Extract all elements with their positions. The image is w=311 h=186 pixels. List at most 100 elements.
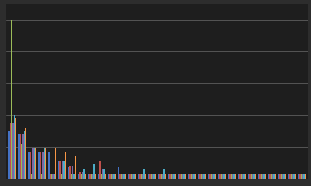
Bar	[258, 174, 259, 179]
Bar	[162, 174, 163, 179]
Bar	[251, 174, 252, 179]
Bar	[211, 174, 212, 179]
Bar	[169, 174, 171, 179]
Bar	[171, 174, 172, 179]
Bar	[122, 174, 123, 179]
Bar	[192, 174, 193, 179]
Bar	[38, 152, 39, 179]
Bar	[78, 174, 80, 179]
Bar	[18, 134, 20, 179]
Bar	[75, 156, 76, 179]
Bar	[22, 134, 24, 179]
Bar	[15, 118, 16, 179]
Bar	[14, 115, 15, 179]
Bar	[129, 174, 131, 179]
Bar	[300, 174, 302, 179]
Bar	[21, 144, 22, 179]
Bar	[293, 174, 295, 179]
Bar	[101, 174, 102, 179]
Bar	[271, 174, 272, 179]
Bar	[143, 169, 145, 179]
Bar	[185, 174, 186, 179]
Bar	[48, 152, 49, 179]
Bar	[73, 174, 75, 179]
Bar	[231, 174, 232, 179]
Bar	[39, 152, 41, 179]
Bar	[115, 174, 116, 179]
Bar	[234, 174, 236, 179]
Bar	[35, 148, 36, 179]
Bar	[152, 174, 153, 179]
Bar	[31, 174, 32, 179]
Bar	[105, 174, 106, 179]
Bar	[304, 174, 306, 179]
Bar	[68, 167, 69, 179]
Bar	[62, 161, 63, 179]
Bar	[222, 174, 223, 179]
Bar	[208, 174, 209, 179]
Bar	[71, 174, 72, 179]
Bar	[123, 174, 125, 179]
Bar	[292, 174, 293, 179]
Bar	[83, 169, 85, 179]
Bar	[121, 174, 122, 179]
Bar	[51, 174, 52, 179]
Bar	[80, 172, 81, 179]
Bar	[91, 174, 92, 179]
Bar	[111, 174, 112, 179]
Bar	[158, 174, 159, 179]
Bar	[209, 174, 211, 179]
Bar	[220, 174, 222, 179]
Bar	[265, 174, 266, 179]
Bar	[290, 174, 292, 179]
Bar	[252, 174, 253, 179]
Bar	[20, 134, 21, 179]
Bar	[269, 174, 271, 179]
Bar	[215, 174, 216, 179]
Bar	[213, 174, 215, 179]
Bar	[253, 174, 255, 179]
Bar	[212, 174, 213, 179]
Bar	[141, 174, 142, 179]
Bar	[288, 174, 289, 179]
Bar	[161, 174, 162, 179]
Bar	[128, 174, 129, 179]
Bar	[233, 174, 234, 179]
Bar	[225, 174, 226, 179]
Bar	[165, 174, 166, 179]
Bar	[132, 174, 133, 179]
Bar	[24, 131, 25, 179]
Bar	[275, 174, 276, 179]
Bar	[283, 174, 285, 179]
Bar	[125, 174, 126, 179]
Bar	[131, 174, 132, 179]
Bar	[201, 174, 202, 179]
Bar	[41, 174, 42, 179]
Bar	[248, 174, 249, 179]
Bar	[8, 131, 10, 179]
Bar	[298, 174, 299, 179]
Bar	[238, 174, 239, 179]
Bar	[243, 174, 245, 179]
Bar	[295, 174, 296, 179]
Bar	[178, 174, 179, 179]
Bar	[139, 174, 141, 179]
Bar	[168, 174, 169, 179]
Bar	[155, 174, 156, 179]
Bar	[202, 174, 203, 179]
Bar	[12, 123, 14, 179]
Bar	[30, 152, 31, 179]
Bar	[239, 174, 241, 179]
Bar	[44, 148, 45, 179]
Bar	[138, 174, 139, 179]
Bar	[59, 161, 61, 179]
Bar	[242, 174, 243, 179]
Bar	[183, 174, 185, 179]
Bar	[268, 174, 269, 179]
Bar	[25, 128, 26, 179]
Bar	[142, 174, 143, 179]
Bar	[145, 174, 146, 179]
Bar	[118, 167, 119, 179]
Bar	[191, 174, 192, 179]
Bar	[112, 174, 114, 179]
